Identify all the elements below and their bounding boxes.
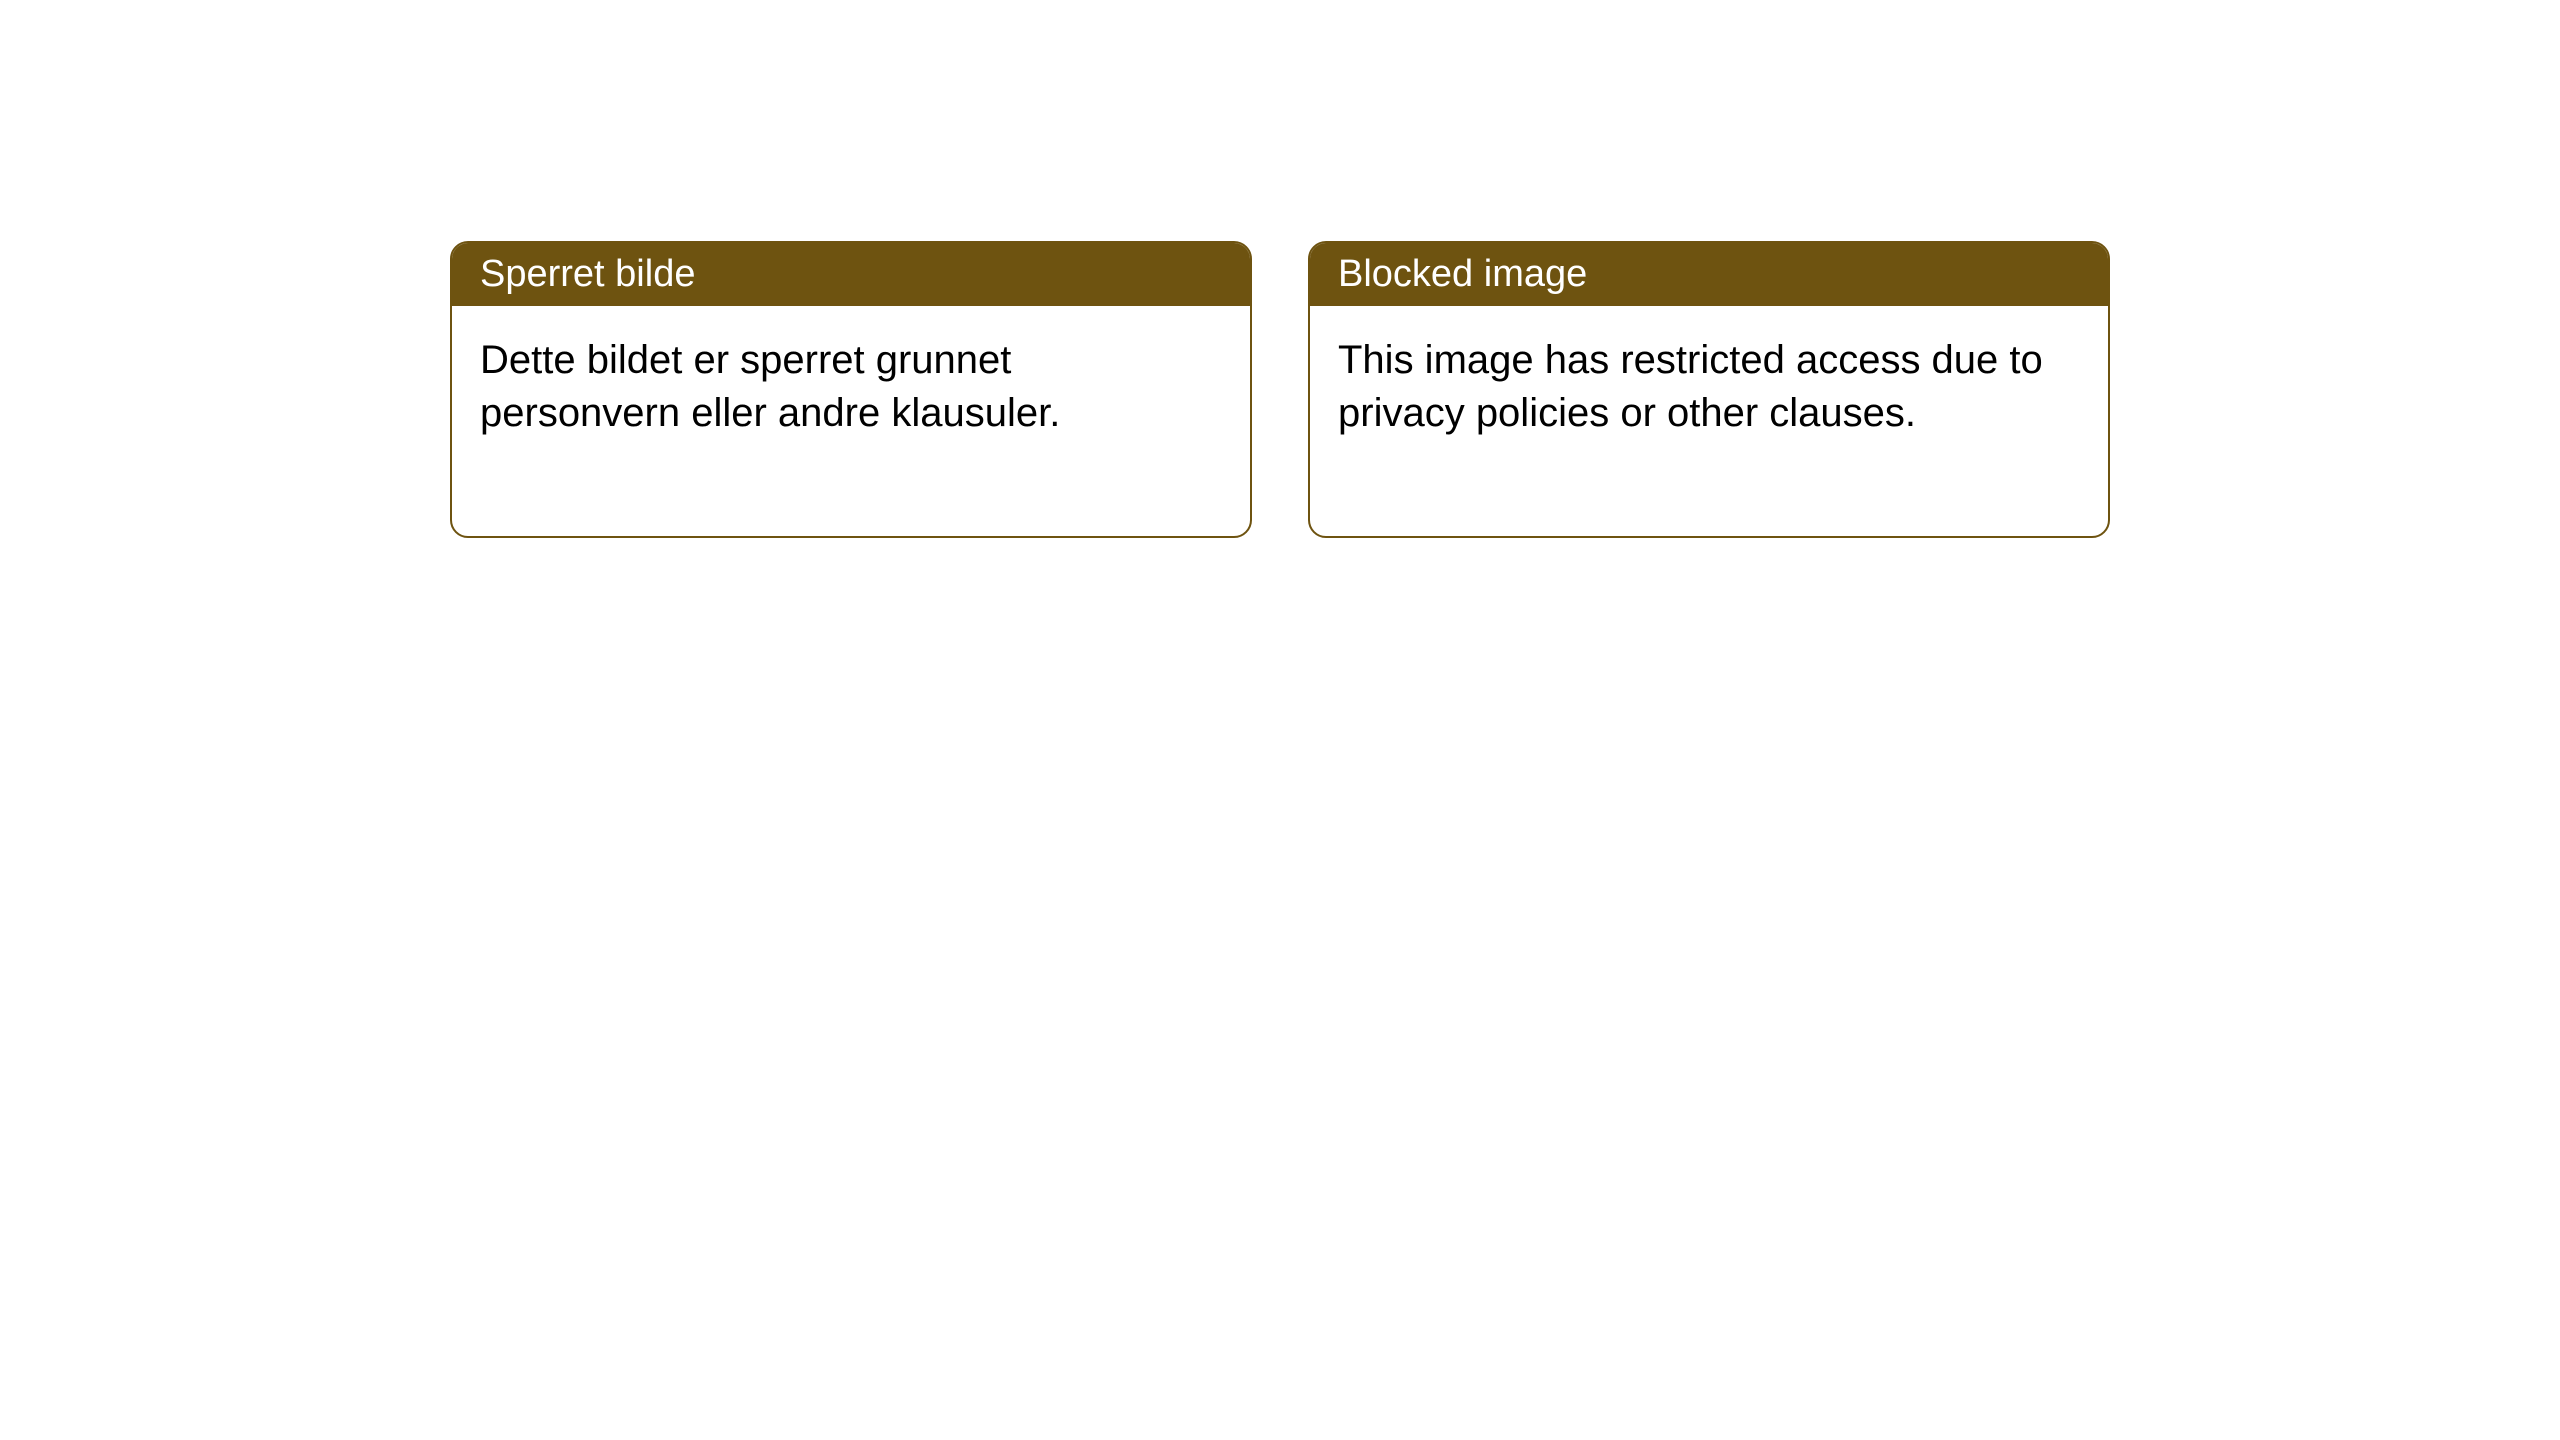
notice-body: Dette bildet er sperret grunnet personve… [452,306,1250,536]
notice-body-text: Dette bildet er sperret grunnet personve… [480,338,1060,435]
notice-card-english: Blocked image This image has restricted … [1308,241,2110,538]
notice-card-norwegian: Sperret bilde Dette bildet er sperret gr… [450,241,1252,538]
notice-body-text: This image has restricted access due to … [1338,338,2043,435]
notice-title: Blocked image [1338,253,1587,295]
notice-title: Sperret bilde [480,253,695,295]
notice-body: This image has restricted access due to … [1310,306,2108,536]
notice-header: Sperret bilde [452,243,1250,306]
notice-header: Blocked image [1310,243,2108,306]
notice-container: Sperret bilde Dette bildet er sperret gr… [450,241,2110,538]
